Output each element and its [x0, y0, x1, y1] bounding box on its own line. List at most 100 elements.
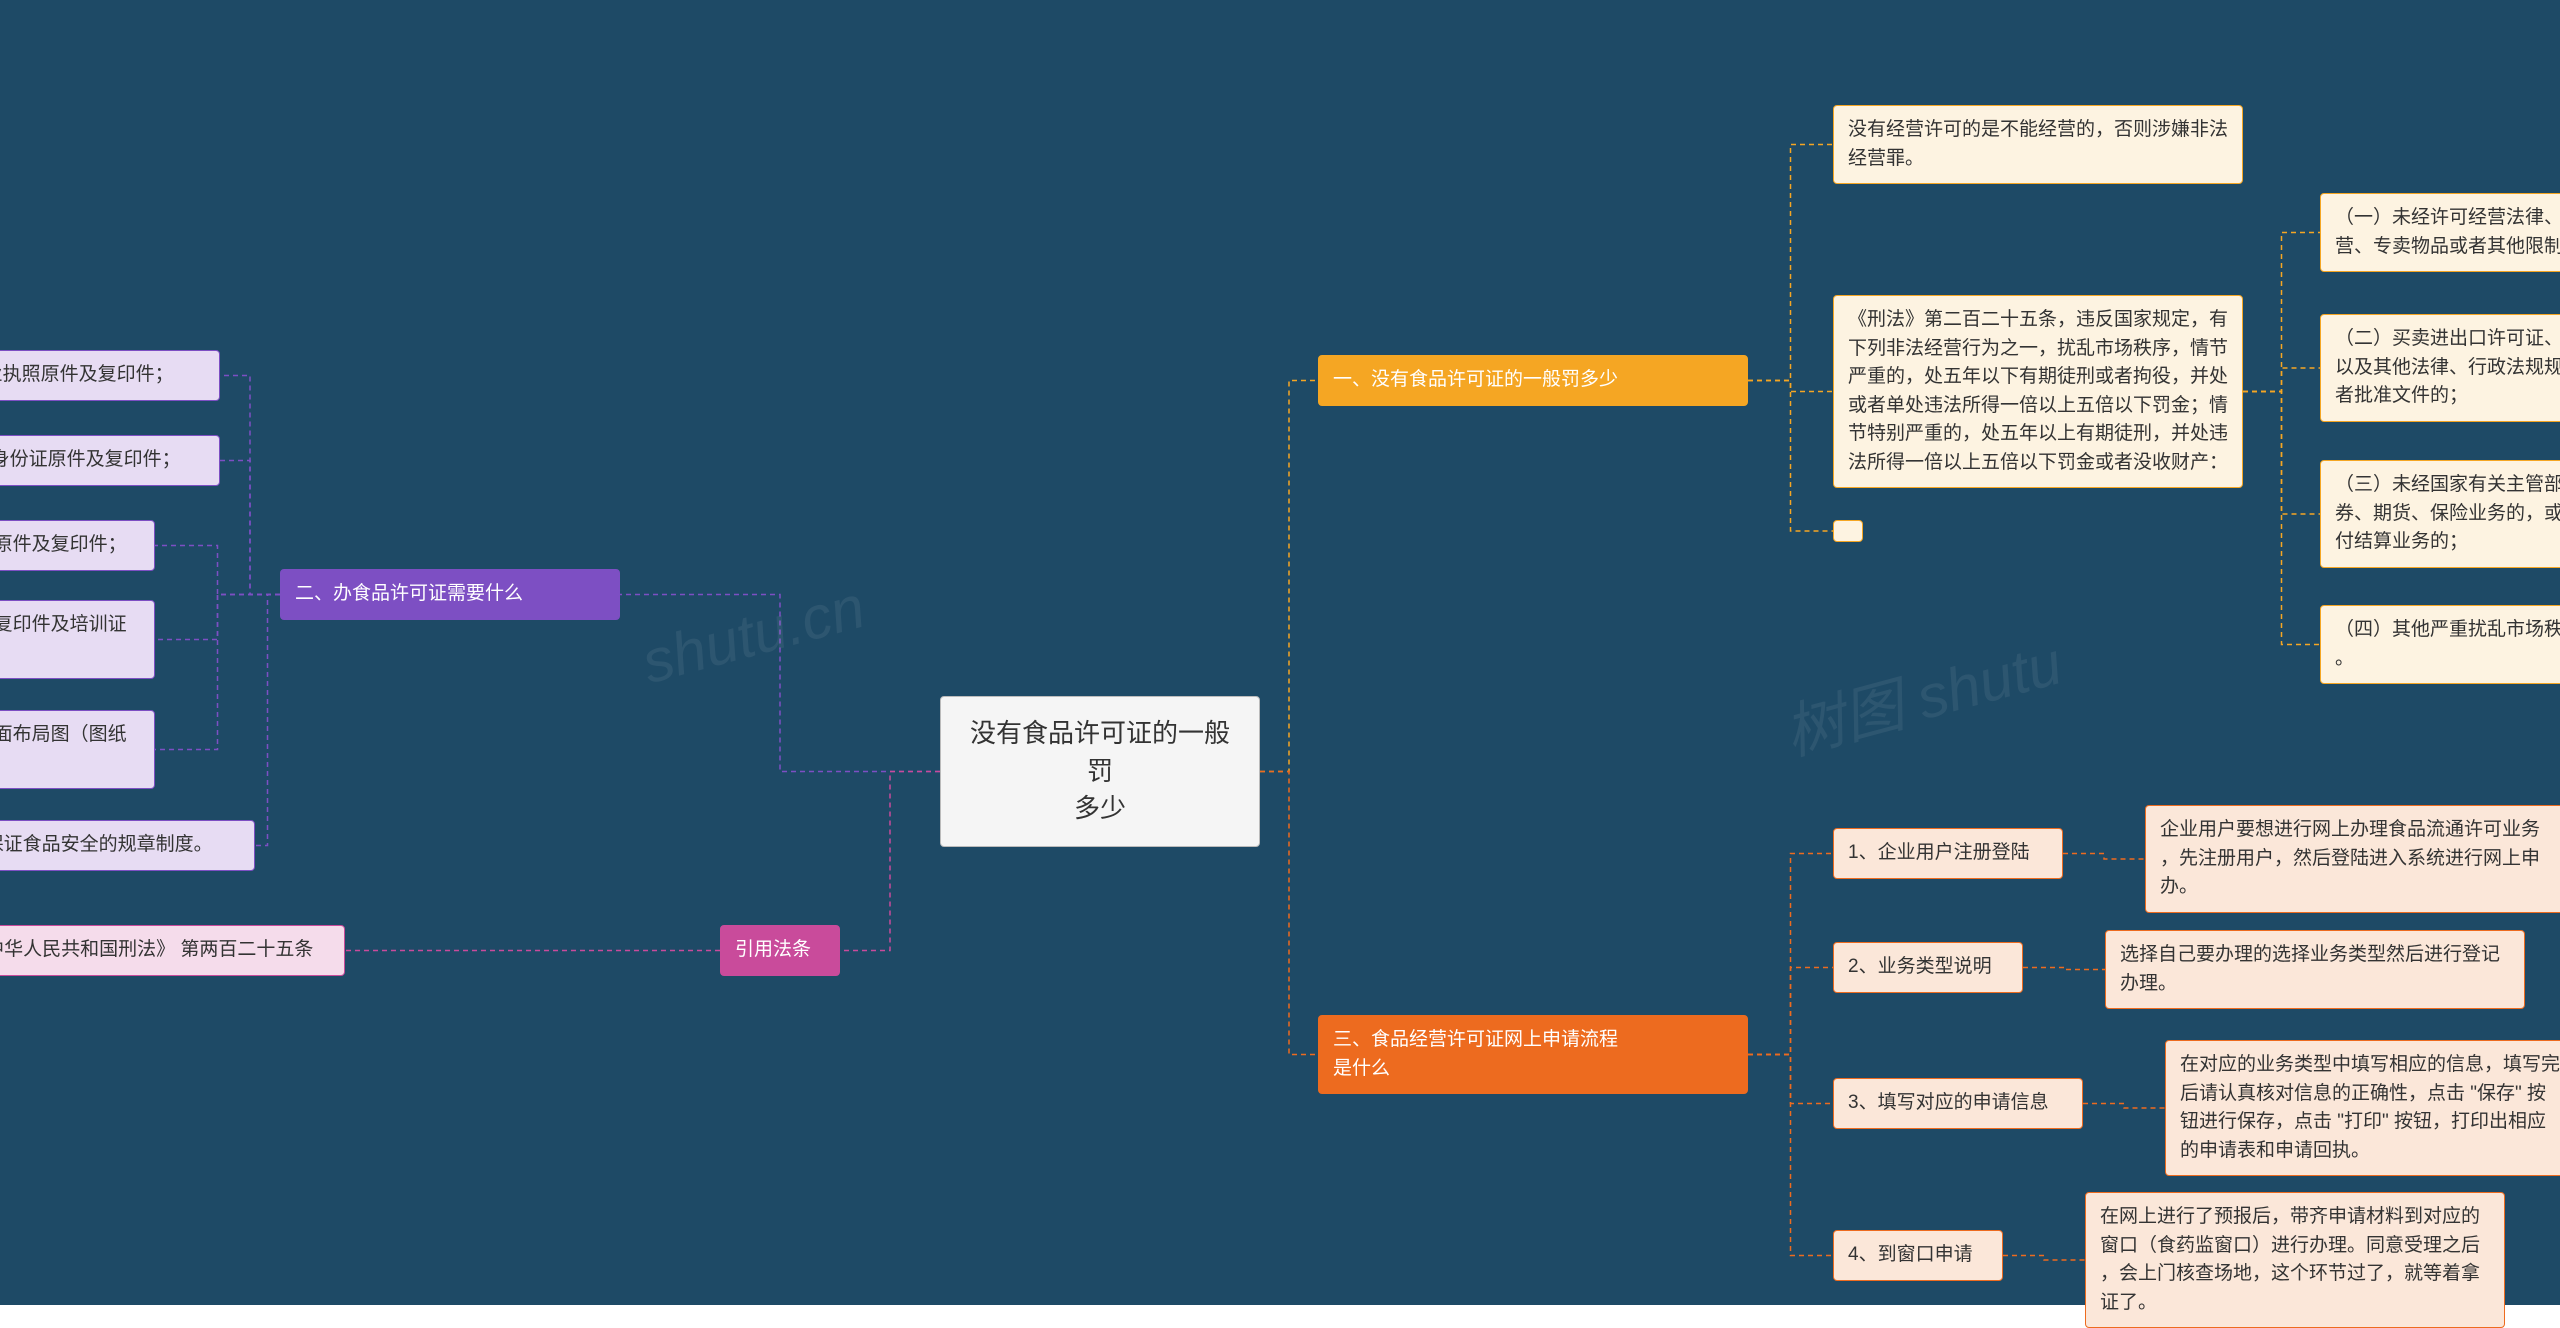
connector [1748, 381, 1833, 392]
node-text: 后请认真核对信息的正确性，点击 "保存" 按 [2180, 1083, 2546, 1104]
node-text: 钮进行保存，点击 "打印" 按钮，打印出相应 [2180, 1111, 2546, 1132]
node-text: 的申请表和申请回执。 [2180, 1140, 2370, 1161]
connector [2023, 968, 2105, 970]
node-text: 企业用户要想进行网上办理食品流通许可业务 [2160, 819, 2540, 840]
connector [1748, 854, 1833, 1055]
mindmap-node[interactable]: 2、业务类型说明 [1833, 942, 2023, 993]
node-text: （三）未经国家有关主管部门批准非法经营证 [2335, 474, 2560, 495]
mindmap-node[interactable]: 1、企业用户注册登陆 [1833, 828, 2063, 879]
mindmap-node[interactable]: （四）其他严重扰乱市场秩序的非法经营行为。 [2320, 605, 2560, 684]
node-text: 二、办食品许可证需要什么 [295, 583, 523, 604]
node-text: 付结算业务的； [2335, 531, 2468, 552]
mindmap-node[interactable]: 引用法条 [720, 925, 840, 976]
connector [2243, 392, 2320, 645]
node-text: 是什么 [1333, 1058, 1390, 1079]
node-text: 1、营业执照原件及复印件； [0, 364, 174, 385]
node-text: 1、企业用户注册登陆 [1848, 842, 2030, 863]
mindmap-node[interactable]: 三、食品经营许可证网上申请流程是什么 [1318, 1015, 1748, 1094]
mindmap-node[interactable]: 《刑法》第二百二十五条，违反国家规定，有下列非法经营行为之一，扰乱市场秩序，情节… [1833, 295, 2243, 488]
mindmap-node[interactable]: 在对应的业务类型中填写相应的信息，填写完后请认真核对信息的正确性，点击 "保存"… [2165, 1040, 2560, 1176]
node-text: 在网上进行了预报后，带齐申请材料到对应的 [2100, 1206, 2480, 1227]
node-text: （一）未经许可经营法律、行政法规规定的专 [2335, 207, 2560, 228]
mindmap-node[interactable]: 1、营业执照原件及复印件； [0, 350, 220, 401]
connector [1748, 381, 1833, 532]
node-text: 4、食品安全管理人员身份证复印件及培训证 [0, 614, 127, 635]
connector [1748, 968, 1833, 1055]
node-text: 以及其他法律、行政法规规定的经营许可证或 [2335, 357, 2560, 378]
connector [2243, 392, 2320, 515]
node-text: 节特别严重的，处五年以上有期徒刑，并处违 [1848, 423, 2228, 444]
node-text: 证了。 [2100, 1292, 2157, 1313]
watermark: shutu.cn [635, 572, 872, 697]
mindmap-node[interactable] [1833, 520, 1863, 542]
watermark: 树图 shutu [1774, 615, 2070, 772]
node-text: 3、填写对应的申请信息 [1848, 1092, 2049, 1113]
node-text: ，会上门核查场地，这个环节过了，就等着拿 [2100, 1263, 2480, 1284]
node-text: 下列非法经营行为之一，扰乱市场秩序，情节 [1848, 338, 2228, 359]
node-text: 办。 [2160, 876, 2198, 897]
node-text: 。 [2335, 648, 2354, 669]
node-text: 没有经营许可的是不能经营的，否则涉嫌非法 [1848, 119, 2228, 140]
node-text: 办理。 [2120, 973, 2177, 994]
mindmap-node[interactable]: （一）未经许可经营法律、行政法规规定的专营、专卖物品或者其他限制买卖的物品的； [2320, 193, 2560, 272]
node-text: 3、经营者及从业人员健康证原件及复印件； [0, 534, 127, 555]
connector [255, 595, 280, 846]
connector [1748, 1055, 1833, 1256]
node-text: 一、没有食品许可证的一般罚多少 [1333, 369, 1618, 390]
mindmap-node[interactable]: 6、保证食品安全的规章制度。 [0, 820, 255, 871]
node-text: 或者单处违法所得一倍以上五倍以下罚金；情 [1848, 395, 2228, 416]
node-text: 引用法条 [735, 939, 811, 960]
node-text: （四）其他严重扰乱市场秩序的非法经营行为 [2335, 619, 2560, 640]
mindmap-node[interactable]: 3、经营者及从业人员健康证原件及复印件； [0, 520, 155, 571]
root-node[interactable]: 没有食品许可证的一般罚多少 [940, 696, 1260, 847]
mindmap-node[interactable]: 在网上进行了预报后，带齐申请材料到对应的窗口（食药监窗口）进行办理。同意受理之后… [2085, 1192, 2505, 1328]
connector [220, 376, 280, 595]
mindmap-node[interactable]: 一、没有食品许可证的一般罚多少 [1318, 355, 1748, 406]
connector [2063, 854, 2145, 860]
node-text: [1]《中华人民共和国刑法》 第两百二十五条 [0, 939, 313, 960]
node-text: 者批准文件的； [2335, 385, 2468, 406]
mindmap-node[interactable]: 5、经营场所周边环境图、平面布局图（图纸需打印）； [0, 710, 155, 789]
mindmap-node[interactable]: 4、食品安全管理人员身份证复印件及培训证明资料； [0, 600, 155, 679]
node-text: 营、专卖物品或者其他限制买卖的物品的； [2335, 236, 2560, 257]
connector [155, 546, 280, 595]
node-text: 2、经营者的身份证原件及复印件； [0, 449, 181, 470]
node-text: ，先注册用户，然后登陆进入系统进行网上申 [2160, 848, 2540, 869]
mindmap-node[interactable]: 企业用户要想进行网上办理食品流通许可业务 ，先注册用户，然后登陆进入系统进行网上申… [2145, 805, 2560, 913]
mindmap-canvas: shutu.cn 树图 shutu 没有食品许可证的一般罚多少 一、没有食品许可证的一… [0, 0, 2560, 1305]
mindmap-node[interactable]: 选择自己要办理的选择业务类型然后进行登记办理。 [2105, 930, 2525, 1009]
connector [1260, 772, 1318, 1055]
connector [620, 595, 940, 772]
node-text: 多少 [1074, 793, 1126, 823]
mindmap-node[interactable]: 4、到窗口申请 [1833, 1230, 2003, 1281]
connector [2243, 233, 2320, 392]
node-text: 《刑法》第二百二十五条，违反国家规定，有 [1848, 309, 2228, 330]
connector [155, 595, 280, 750]
mindmap-node[interactable]: （二）买卖进出口许可证、进出口原产地证明以及其他法律、行政法规规定的经营许可证或… [2320, 314, 2560, 422]
connector [840, 772, 940, 951]
connector [1260, 381, 1318, 772]
node-text: 券、期货、保险业务的，或者非法从事资金支 [2335, 503, 2560, 524]
node-text: （二）买卖进出口许可证、进出口原产地证明 [2335, 328, 2560, 349]
node-text: 没有食品许可证的一般罚 [970, 718, 1230, 786]
mindmap-node[interactable]: （三）未经国家有关主管部门批准非法经营证券、期货、保险业务的，或者非法从事资金支… [2320, 460, 2560, 568]
connector [1748, 1055, 1833, 1104]
node-text: 选择自己要办理的选择业务类型然后进行登记 [2120, 944, 2500, 965]
connector [2243, 368, 2320, 392]
connector [2003, 1256, 2085, 1261]
connector [155, 595, 280, 640]
node-text: 经营罪。 [1848, 148, 1924, 169]
mindmap-node[interactable]: 二、办食品许可证需要什么 [280, 569, 620, 620]
node-text: 4、到窗口申请 [1848, 1244, 1973, 1265]
mindmap-node[interactable]: 没有经营许可的是不能经营的，否则涉嫌非法经营罪。 [1833, 105, 2243, 184]
mindmap-node[interactable]: [1]《中华人民共和国刑法》 第两百二十五条 [0, 925, 345, 976]
node-text: 窗口（食药监窗口）进行办理。同意受理之后 [2100, 1235, 2480, 1256]
mindmap-node[interactable]: 2、经营者的身份证原件及复印件； [0, 435, 220, 486]
mindmap-node[interactable]: 3、填写对应的申请信息 [1833, 1078, 2083, 1129]
node-text: 法所得一倍以上五倍以下罚金或者没收财产： [1848, 452, 2228, 473]
connector [220, 461, 280, 595]
connector [2083, 1104, 2165, 1109]
node-text: 严重的，处五年以下有期徒刑或者拘役，并处 [1848, 366, 2228, 387]
node-text: 2、业务类型说明 [1848, 956, 1992, 977]
node-text: 6、保证食品安全的规章制度。 [0, 834, 213, 855]
